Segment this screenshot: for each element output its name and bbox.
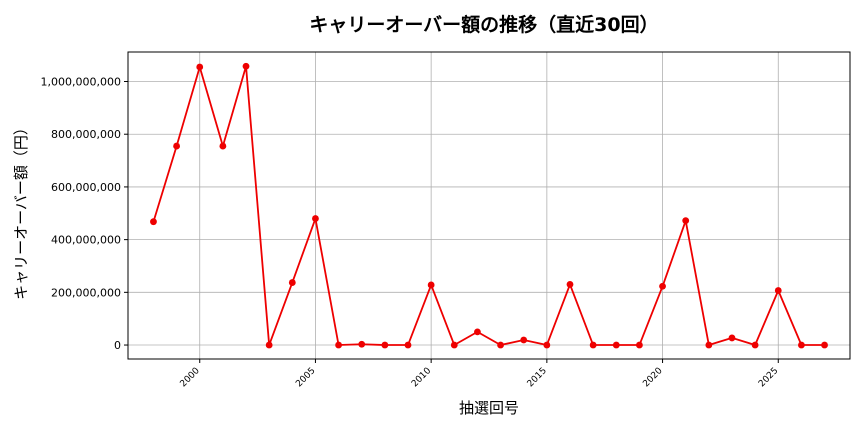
y-tick-label: 1,000,000,000 <box>41 76 121 89</box>
y-tick-label: 800,000,000 <box>51 128 121 141</box>
data-point <box>589 341 597 349</box>
chart-title: キャリーオーバー額の推移（直近30回） <box>309 13 658 36</box>
x-tick-label: 2000 <box>179 366 202 389</box>
y-tick-label: 600,000,000 <box>51 181 121 194</box>
y-tick-label: 200,000,000 <box>51 286 121 299</box>
data-point <box>312 215 319 222</box>
data-point <box>751 341 759 349</box>
y-tick-label: 0 <box>114 339 121 352</box>
data-point <box>150 218 157 226</box>
x-axis: 2000 2005 2010 2015 2020 2025 <box>179 359 780 389</box>
data-point <box>219 142 227 150</box>
data-point <box>659 282 666 290</box>
data-point <box>636 341 643 349</box>
data-point <box>265 341 273 349</box>
x-tick-label: 2025 <box>757 366 780 389</box>
data-point <box>682 217 690 225</box>
data-point <box>474 328 481 336</box>
x-tick-label: 2020 <box>641 366 664 389</box>
data-point <box>427 281 435 289</box>
data-point <box>612 341 620 349</box>
data-point <box>242 62 250 70</box>
data-point <box>821 341 828 349</box>
data-point <box>774 287 782 294</box>
data-point <box>705 341 713 349</box>
series-line <box>152 65 825 346</box>
data-point <box>798 341 805 349</box>
grid <box>128 52 850 359</box>
x-tick-label: 2015 <box>526 366 549 389</box>
data-point <box>520 336 528 344</box>
data-point <box>358 340 366 348</box>
y-axis: 0 200,000,000 400,000,000 600,000,000 800,00… <box>41 76 128 352</box>
y-tick-label: 400,000,000 <box>51 234 121 247</box>
data-point <box>288 279 296 286</box>
data-point <box>196 63 204 71</box>
data-point <box>173 142 180 150</box>
data-point <box>543 341 551 349</box>
plot-area-frame <box>127 51 851 360</box>
data-series <box>150 62 828 349</box>
x-tick-label: 2010 <box>410 366 433 389</box>
data-point <box>497 341 504 349</box>
data-point <box>335 341 342 349</box>
y-axis-label: キャリーオーバー額（円） <box>12 120 30 300</box>
data-point <box>450 341 458 349</box>
x-tick-label: 2005 <box>294 366 317 389</box>
data-point <box>566 281 574 288</box>
data-point <box>728 334 736 342</box>
data-point <box>381 341 389 349</box>
data-point <box>404 341 412 349</box>
x-axis-label: 抽選回号 <box>459 399 519 417</box>
